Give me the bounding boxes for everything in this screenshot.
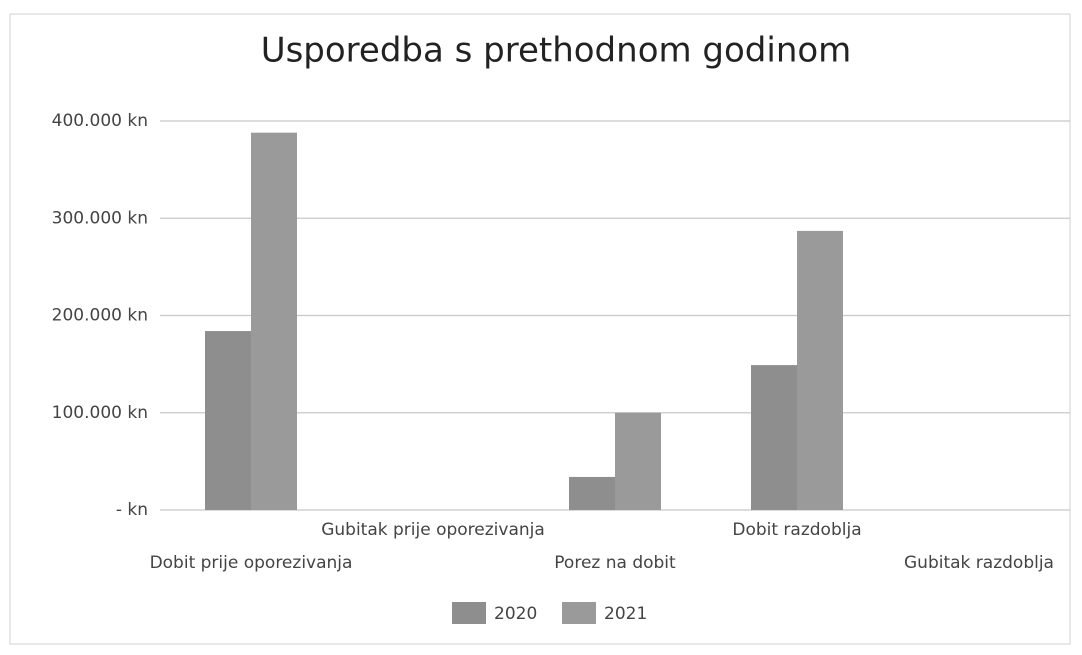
chart-frame bbox=[9, 13, 1071, 645]
x-tick-label: Gubitak razdoblja bbox=[904, 553, 1054, 573]
y-tick-label: 300.000 kn bbox=[52, 208, 148, 228]
bar bbox=[615, 412, 661, 510]
bar bbox=[251, 132, 297, 511]
y-tick-label: 200.000 kn bbox=[52, 306, 148, 326]
legend-label: 2021 bbox=[604, 604, 647, 624]
legend-swatch bbox=[562, 602, 596, 624]
y-tick-label: 100.000 kn bbox=[52, 403, 148, 423]
bar bbox=[751, 365, 797, 510]
x-tick-label: Porez na dobit bbox=[554, 553, 676, 573]
x-tick-label: Gubitak prije oporezivanja bbox=[321, 520, 545, 540]
y-tick-label: 400.000 kn bbox=[52, 111, 148, 131]
bar bbox=[797, 230, 843, 510]
chart-title: Usporedba s prethodnom godinom bbox=[261, 31, 852, 71]
bar bbox=[205, 331, 251, 510]
x-tick-label: Dobit razdoblja bbox=[732, 520, 861, 540]
y-tick-label: - kn bbox=[116, 500, 148, 520]
legend-swatch bbox=[452, 602, 486, 624]
bar bbox=[569, 476, 615, 510]
x-tick-label: Dobit prije oporezivanja bbox=[150, 553, 353, 573]
legend-label: 2020 bbox=[494, 604, 537, 624]
